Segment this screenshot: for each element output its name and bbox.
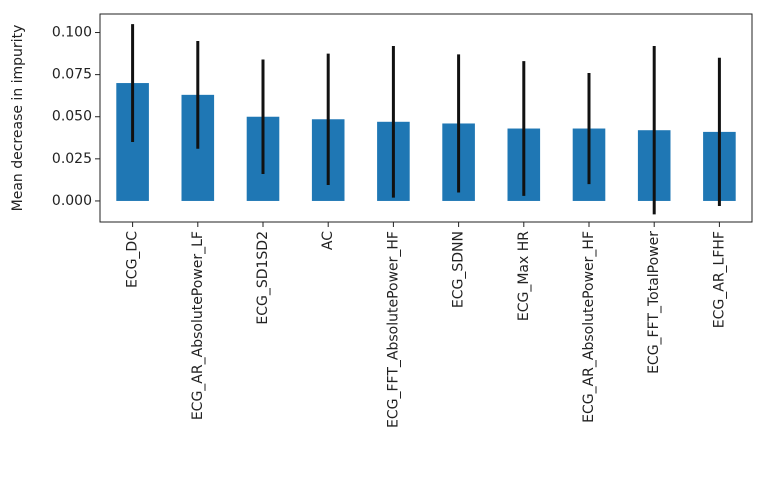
x-tick-label: ECG_AR_LFHF bbox=[711, 231, 727, 328]
y-tick-label: 0.075 bbox=[52, 67, 92, 83]
y-tick-label: 0.050 bbox=[52, 109, 92, 125]
x-tick-label: ECG_FFT_AbsolutePower_HF bbox=[385, 231, 401, 428]
x-tick-label: ECG_DC bbox=[125, 231, 141, 288]
y-tick-label: 0.100 bbox=[52, 25, 92, 41]
y-axis-label: Mean decrease in impurity bbox=[10, 25, 26, 212]
x-tick-label: ECG_FFT_TotalPower bbox=[646, 231, 662, 374]
y-tick-label: 0.000 bbox=[52, 193, 92, 209]
x-tick-label: ECG_SDNN bbox=[451, 231, 467, 308]
plot-frame bbox=[99, 13, 753, 223]
x-tick-label: ECG_AR_AbsolutePower_HF bbox=[581, 231, 597, 423]
y-tick-label: 0.025 bbox=[52, 151, 92, 167]
x-tick-label: AC bbox=[320, 231, 336, 250]
x-tick-label: ECG_SD1SD2 bbox=[255, 231, 271, 325]
x-tick-label: ECG_Max HR bbox=[516, 231, 532, 321]
x-tick-label: ECG_AR_AbsolutePower_LF bbox=[190, 231, 206, 420]
